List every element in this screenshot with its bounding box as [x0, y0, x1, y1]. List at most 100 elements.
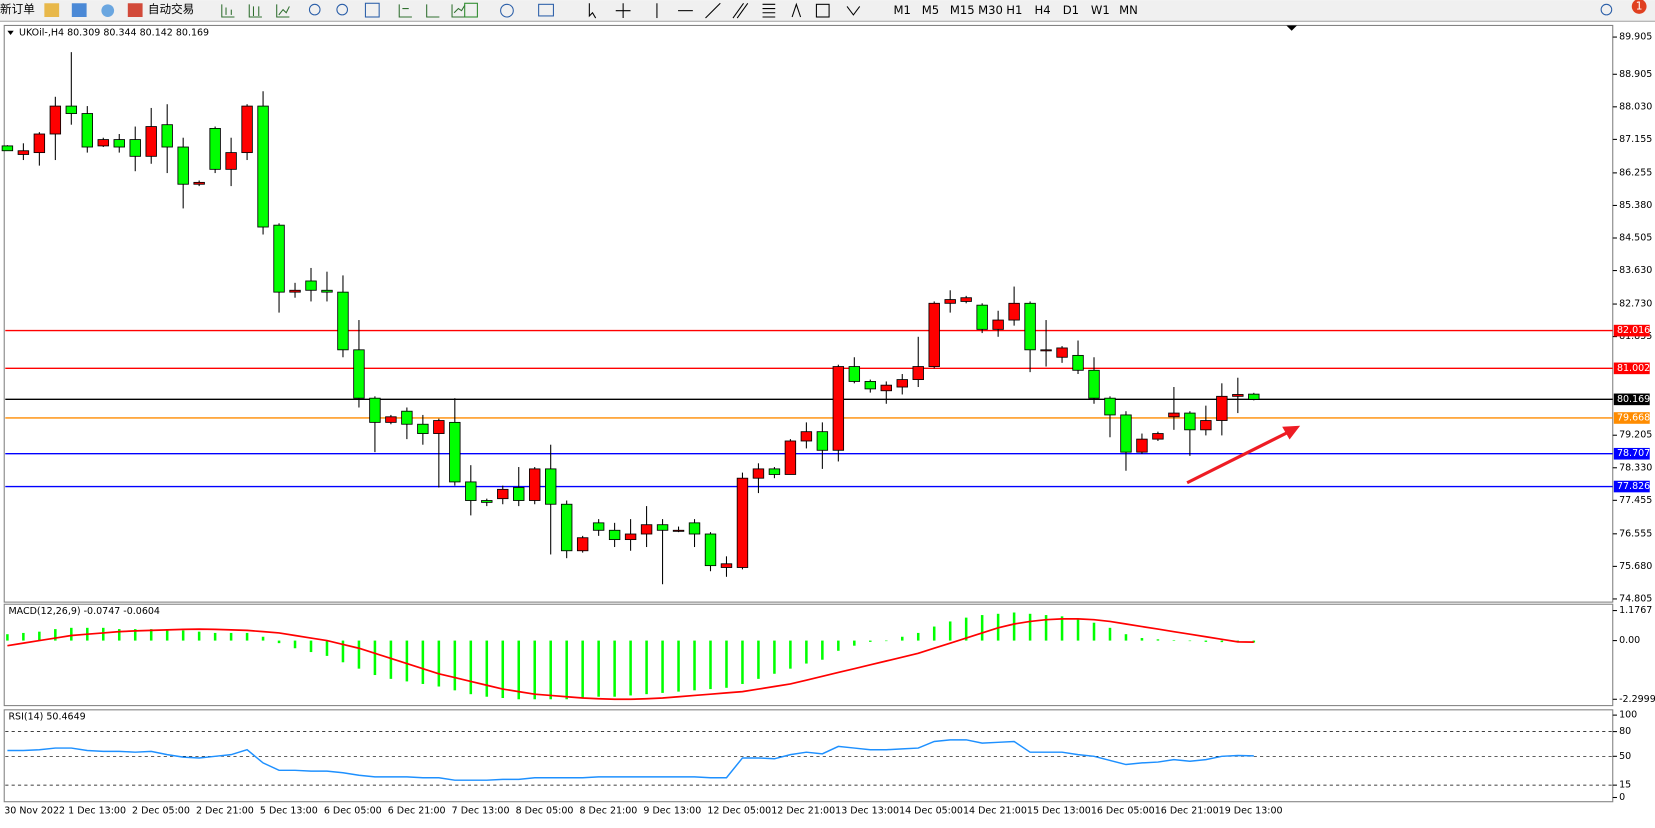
candle-body — [640, 524, 653, 535]
candle-body — [832, 366, 845, 451]
price-tag — [1613, 480, 1650, 493]
icon[interactable] — [705, 2, 721, 19]
macd-bar — [1028, 613, 1032, 641]
price-tag — [1613, 447, 1650, 460]
icon[interactable] — [364, 2, 380, 18]
timeframe-button[interactable]: M5 — [922, 3, 939, 17]
icon[interactable] — [127, 3, 143, 17]
new-order-button[interactable]: 新订单 — [0, 2, 35, 16]
icon[interactable] — [732, 2, 749, 19]
icon[interactable] — [308, 3, 321, 16]
timeframe-button[interactable]: M15 — [950, 3, 975, 17]
timeframe-button[interactable]: H4 — [1035, 3, 1051, 17]
macd-bar — [6, 634, 9, 641]
x-tick-label: 12 Dec 21:00 — [771, 806, 835, 817]
macd-bar — [117, 629, 121, 641]
macd-bar — [261, 636, 265, 641]
timeframe-button[interactable]: W1 — [1091, 3, 1110, 17]
candle-body — [1, 145, 14, 152]
icon[interactable] — [762, 3, 776, 18]
timeframe-button[interactable]: H1 — [1006, 3, 1022, 17]
price-tag — [1613, 412, 1650, 424]
candle-body — [912, 366, 924, 381]
candle-body — [896, 379, 908, 388]
x-tick-label: 8 Dec 05:00 — [516, 806, 574, 817]
icon[interactable] — [791, 2, 802, 18]
candle-body — [1104, 397, 1116, 416]
candle-body — [49, 105, 62, 135]
icon[interactable] — [336, 3, 349, 16]
timeframe-button[interactable]: MN — [1119, 3, 1138, 17]
candle-body — [337, 291, 349, 351]
x-tick-label: 6 Dec 05:00 — [324, 806, 382, 817]
candle-body — [353, 349, 365, 399]
candle-body — [209, 127, 221, 170]
timeframe-button[interactable]: M30 — [978, 3, 1003, 17]
macd-bar — [341, 640, 345, 663]
search-icon[interactable] — [1600, 3, 1613, 16]
timeframe-button[interactable]: M1 — [894, 3, 911, 17]
macd-bar — [181, 630, 185, 641]
macd-bar — [1156, 639, 1160, 641]
icon[interactable] — [588, 3, 597, 19]
macd-bar — [1204, 640, 1208, 642]
y-tick-label: 81.855 — [1619, 331, 1652, 342]
candle-body — [193, 181, 205, 185]
auto-trading-button[interactable]: 自动交易 — [148, 2, 194, 16]
y-tick-label: 82.730 — [1619, 299, 1652, 310]
x-tick-label: 8 Dec 21:00 — [579, 806, 637, 817]
icon[interactable] — [248, 4, 262, 18]
icon[interactable] — [398, 4, 412, 18]
candle-body — [273, 224, 285, 293]
y-tick-label: 89.905 — [1619, 32, 1652, 43]
macd-bar — [789, 640, 792, 669]
icon[interactable] — [44, 3, 60, 17]
icon[interactable] — [71, 3, 87, 17]
icon[interactable] — [815, 3, 830, 18]
x-tick-label: 7 Dec 13:00 — [452, 806, 510, 817]
macd-bar — [533, 640, 536, 700]
macd-bar — [1044, 615, 1048, 641]
candle-body — [481, 500, 493, 503]
y-tick-label: 100 — [1619, 710, 1637, 721]
macd-bar — [693, 640, 696, 691]
notification-badge[interactable] — [1631, 0, 1647, 14]
candle-body — [752, 468, 765, 479]
icon[interactable] — [276, 4, 290, 18]
candle-body — [768, 468, 781, 475]
icon[interactable] — [221, 4, 235, 18]
candle-body — [145, 126, 157, 157]
y-tick-label: 74.805 — [1619, 593, 1652, 604]
x-tick-label: 6 Dec 21:00 — [388, 806, 446, 817]
chart-tools[interactable] — [221, 2, 861, 19]
y-tick-label: 0 — [1619, 792, 1625, 803]
candle-body — [1184, 412, 1196, 431]
candle-body — [433, 420, 445, 434]
candle-body — [1056, 347, 1068, 358]
x-tick-label: 2 Dec 05:00 — [132, 806, 190, 817]
macd-bar — [1172, 640, 1176, 641]
y-tick-label: 85.380 — [1619, 200, 1652, 211]
icon[interactable] — [426, 4, 440, 18]
icon[interactable] — [464, 2, 478, 18]
candle-body — [449, 421, 461, 483]
macd-bar — [741, 640, 744, 684]
y-tick-label: 0.00 — [1619, 635, 1640, 646]
icon[interactable] — [500, 3, 514, 18]
macd-bar — [916, 632, 920, 641]
macd-bar — [517, 640, 521, 700]
icon[interactable] — [538, 3, 554, 17]
y-tick-label: 79.205 — [1619, 430, 1652, 441]
macd-bar — [709, 640, 712, 690]
candle-body — [177, 146, 189, 185]
icon[interactable] — [451, 4, 466, 18]
timeframe-button[interactable]: D1 — [1063, 3, 1079, 17]
icon[interactable] — [101, 4, 115, 17]
x-tick-label: 15 Dec 13:00 — [1027, 806, 1091, 817]
icon[interactable] — [846, 6, 861, 16]
price-tag — [1613, 324, 1650, 337]
y-tick-label: 86.255 — [1619, 167, 1652, 178]
macd-bar — [501, 640, 505, 699]
icon[interactable] — [615, 3, 631, 19]
